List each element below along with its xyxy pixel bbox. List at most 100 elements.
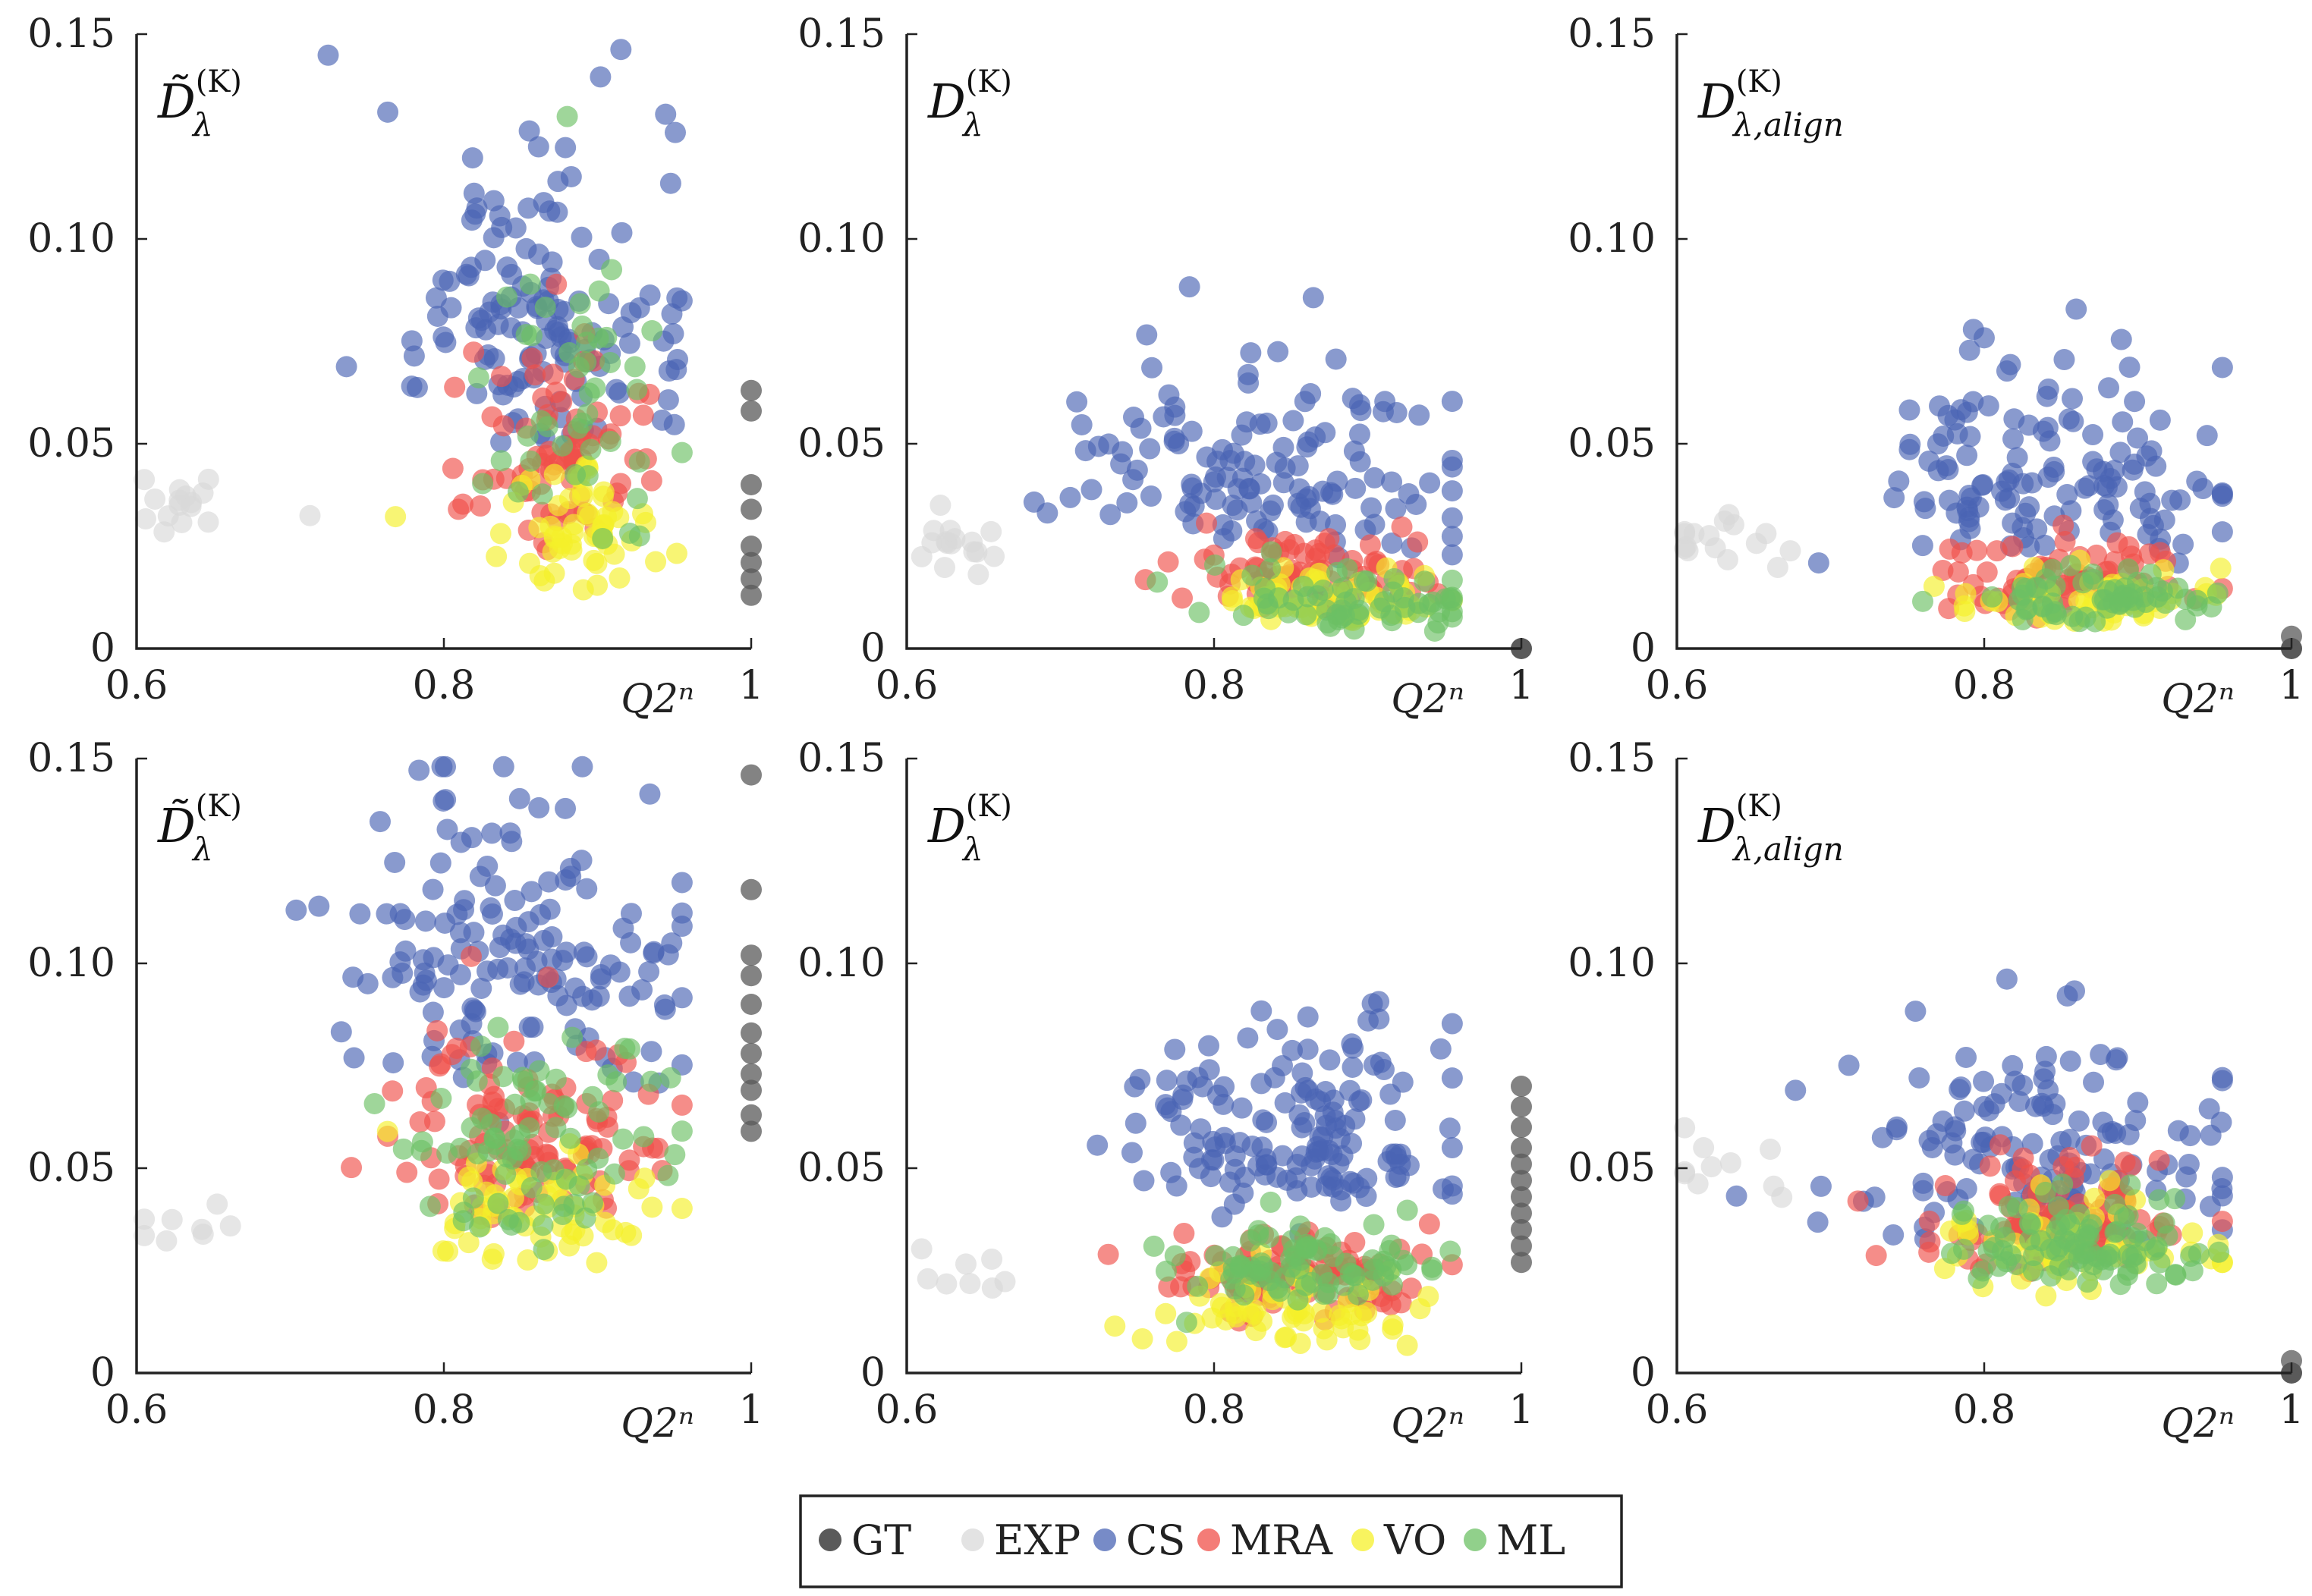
point-cs	[655, 103, 677, 125]
point-ml	[1427, 612, 1449, 634]
legend-marker	[819, 1528, 841, 1551]
point-ml	[2018, 1212, 2040, 1234]
point-cs	[1913, 491, 1935, 513]
point-gt	[1511, 1117, 1532, 1138]
point-cs	[1297, 1006, 1319, 1028]
point-exp	[168, 489, 190, 511]
point-cs	[408, 759, 430, 781]
point-cs	[463, 922, 485, 944]
point-cs	[2004, 1070, 2026, 1092]
point-ml	[599, 351, 621, 373]
point-vo	[628, 1178, 650, 1200]
point-exp	[197, 468, 219, 490]
point-cs	[2062, 388, 2084, 410]
point-ml	[2081, 563, 2103, 585]
point-vo	[671, 1198, 693, 1220]
point-cs	[1385, 498, 1407, 520]
point-mra	[503, 1030, 525, 1052]
point-exp	[1674, 523, 1696, 545]
legend-marker	[1093, 1528, 1116, 1551]
y-tick-label: 0.05	[27, 421, 115, 467]
point-exp	[1771, 1186, 1793, 1208]
point-cs	[1160, 1161, 1182, 1183]
point-mra	[521, 347, 543, 369]
point-cs	[1204, 1136, 1226, 1158]
point-cs	[1441, 1067, 1463, 1089]
x-axis-label: Q2ⁿ	[1391, 1401, 1464, 1447]
point-ml	[577, 465, 599, 487]
y-tick-label: 0	[1631, 1350, 1656, 1396]
point-ml	[521, 1177, 543, 1199]
point-cs	[518, 1016, 540, 1038]
point-ml	[1996, 1251, 2018, 1273]
point-ml	[2207, 582, 2229, 604]
point-exp	[917, 1268, 939, 1290]
point-ml	[1257, 1227, 1279, 1249]
point-ml	[1297, 586, 1319, 608]
point-ml	[624, 356, 646, 378]
point-cs	[1133, 1170, 1155, 1192]
point-vo	[665, 542, 687, 564]
point-cs	[518, 120, 540, 142]
point-ml	[597, 1064, 619, 1086]
point-cs	[2211, 485, 2233, 507]
point-vo	[486, 545, 508, 567]
point-cs	[2125, 1110, 2147, 1132]
legend-item-exp: EXP	[961, 1516, 1081, 1564]
point-ml	[502, 1148, 524, 1170]
point-cs	[1342, 1172, 1364, 1194]
point-ml	[1295, 604, 1317, 626]
point-cs	[1343, 440, 1365, 462]
point-ml	[496, 286, 518, 308]
point-cs	[483, 190, 505, 212]
point-ml	[530, 410, 552, 432]
point-ml	[588, 1101, 610, 1123]
point-gt	[1511, 1202, 1532, 1224]
point-mra	[428, 1168, 450, 1190]
point-cs	[1158, 384, 1180, 406]
point-ml	[487, 1016, 509, 1038]
point-cs	[2043, 456, 2065, 478]
x-tick-label: 0.6	[105, 1387, 168, 1433]
point-vo	[1165, 1331, 1187, 1353]
point-cs	[1342, 1056, 1364, 1078]
point-ml	[1320, 615, 1342, 637]
point-vo	[1349, 1329, 1371, 1351]
point-cs	[2109, 441, 2131, 463]
point-cs	[555, 797, 577, 819]
point-cs	[481, 822, 503, 844]
point-vo	[458, 1232, 480, 1254]
point-ml	[576, 331, 598, 353]
point-ml	[603, 1163, 625, 1185]
point-cs	[530, 903, 552, 925]
point-mra	[632, 404, 654, 426]
point-cs	[2034, 534, 2056, 556]
point-vo	[1155, 1302, 1177, 1324]
point-cs	[343, 1047, 365, 1069]
point-cs	[414, 910, 436, 932]
point-ml	[2146, 1236, 2168, 1258]
point-exp	[980, 520, 1002, 542]
point-cs	[1439, 1117, 1461, 1139]
point-ml	[1952, 1238, 1974, 1260]
point-cs	[1345, 477, 1367, 499]
point-cs	[492, 384, 514, 406]
point-vo	[562, 522, 584, 544]
point-cs	[1081, 479, 1103, 501]
point-cs	[1241, 1135, 1263, 1157]
point-ml	[1380, 1234, 1402, 1256]
point-cs	[552, 950, 574, 972]
point-ml	[530, 1161, 552, 1183]
point-mra	[671, 1094, 693, 1116]
point-ml	[2119, 1174, 2141, 1196]
point-mra	[1947, 561, 1969, 583]
point-mra	[448, 498, 470, 520]
point-cs	[376, 903, 398, 925]
point-ml	[2186, 595, 2208, 617]
x-tick-label: 0.8	[1953, 1387, 2016, 1433]
point-mra	[1976, 561, 1998, 583]
point-mra	[423, 1111, 445, 1133]
point-cs	[1999, 353, 2021, 375]
point-cs	[422, 1001, 444, 1023]
legend-marker	[1351, 1528, 1374, 1551]
